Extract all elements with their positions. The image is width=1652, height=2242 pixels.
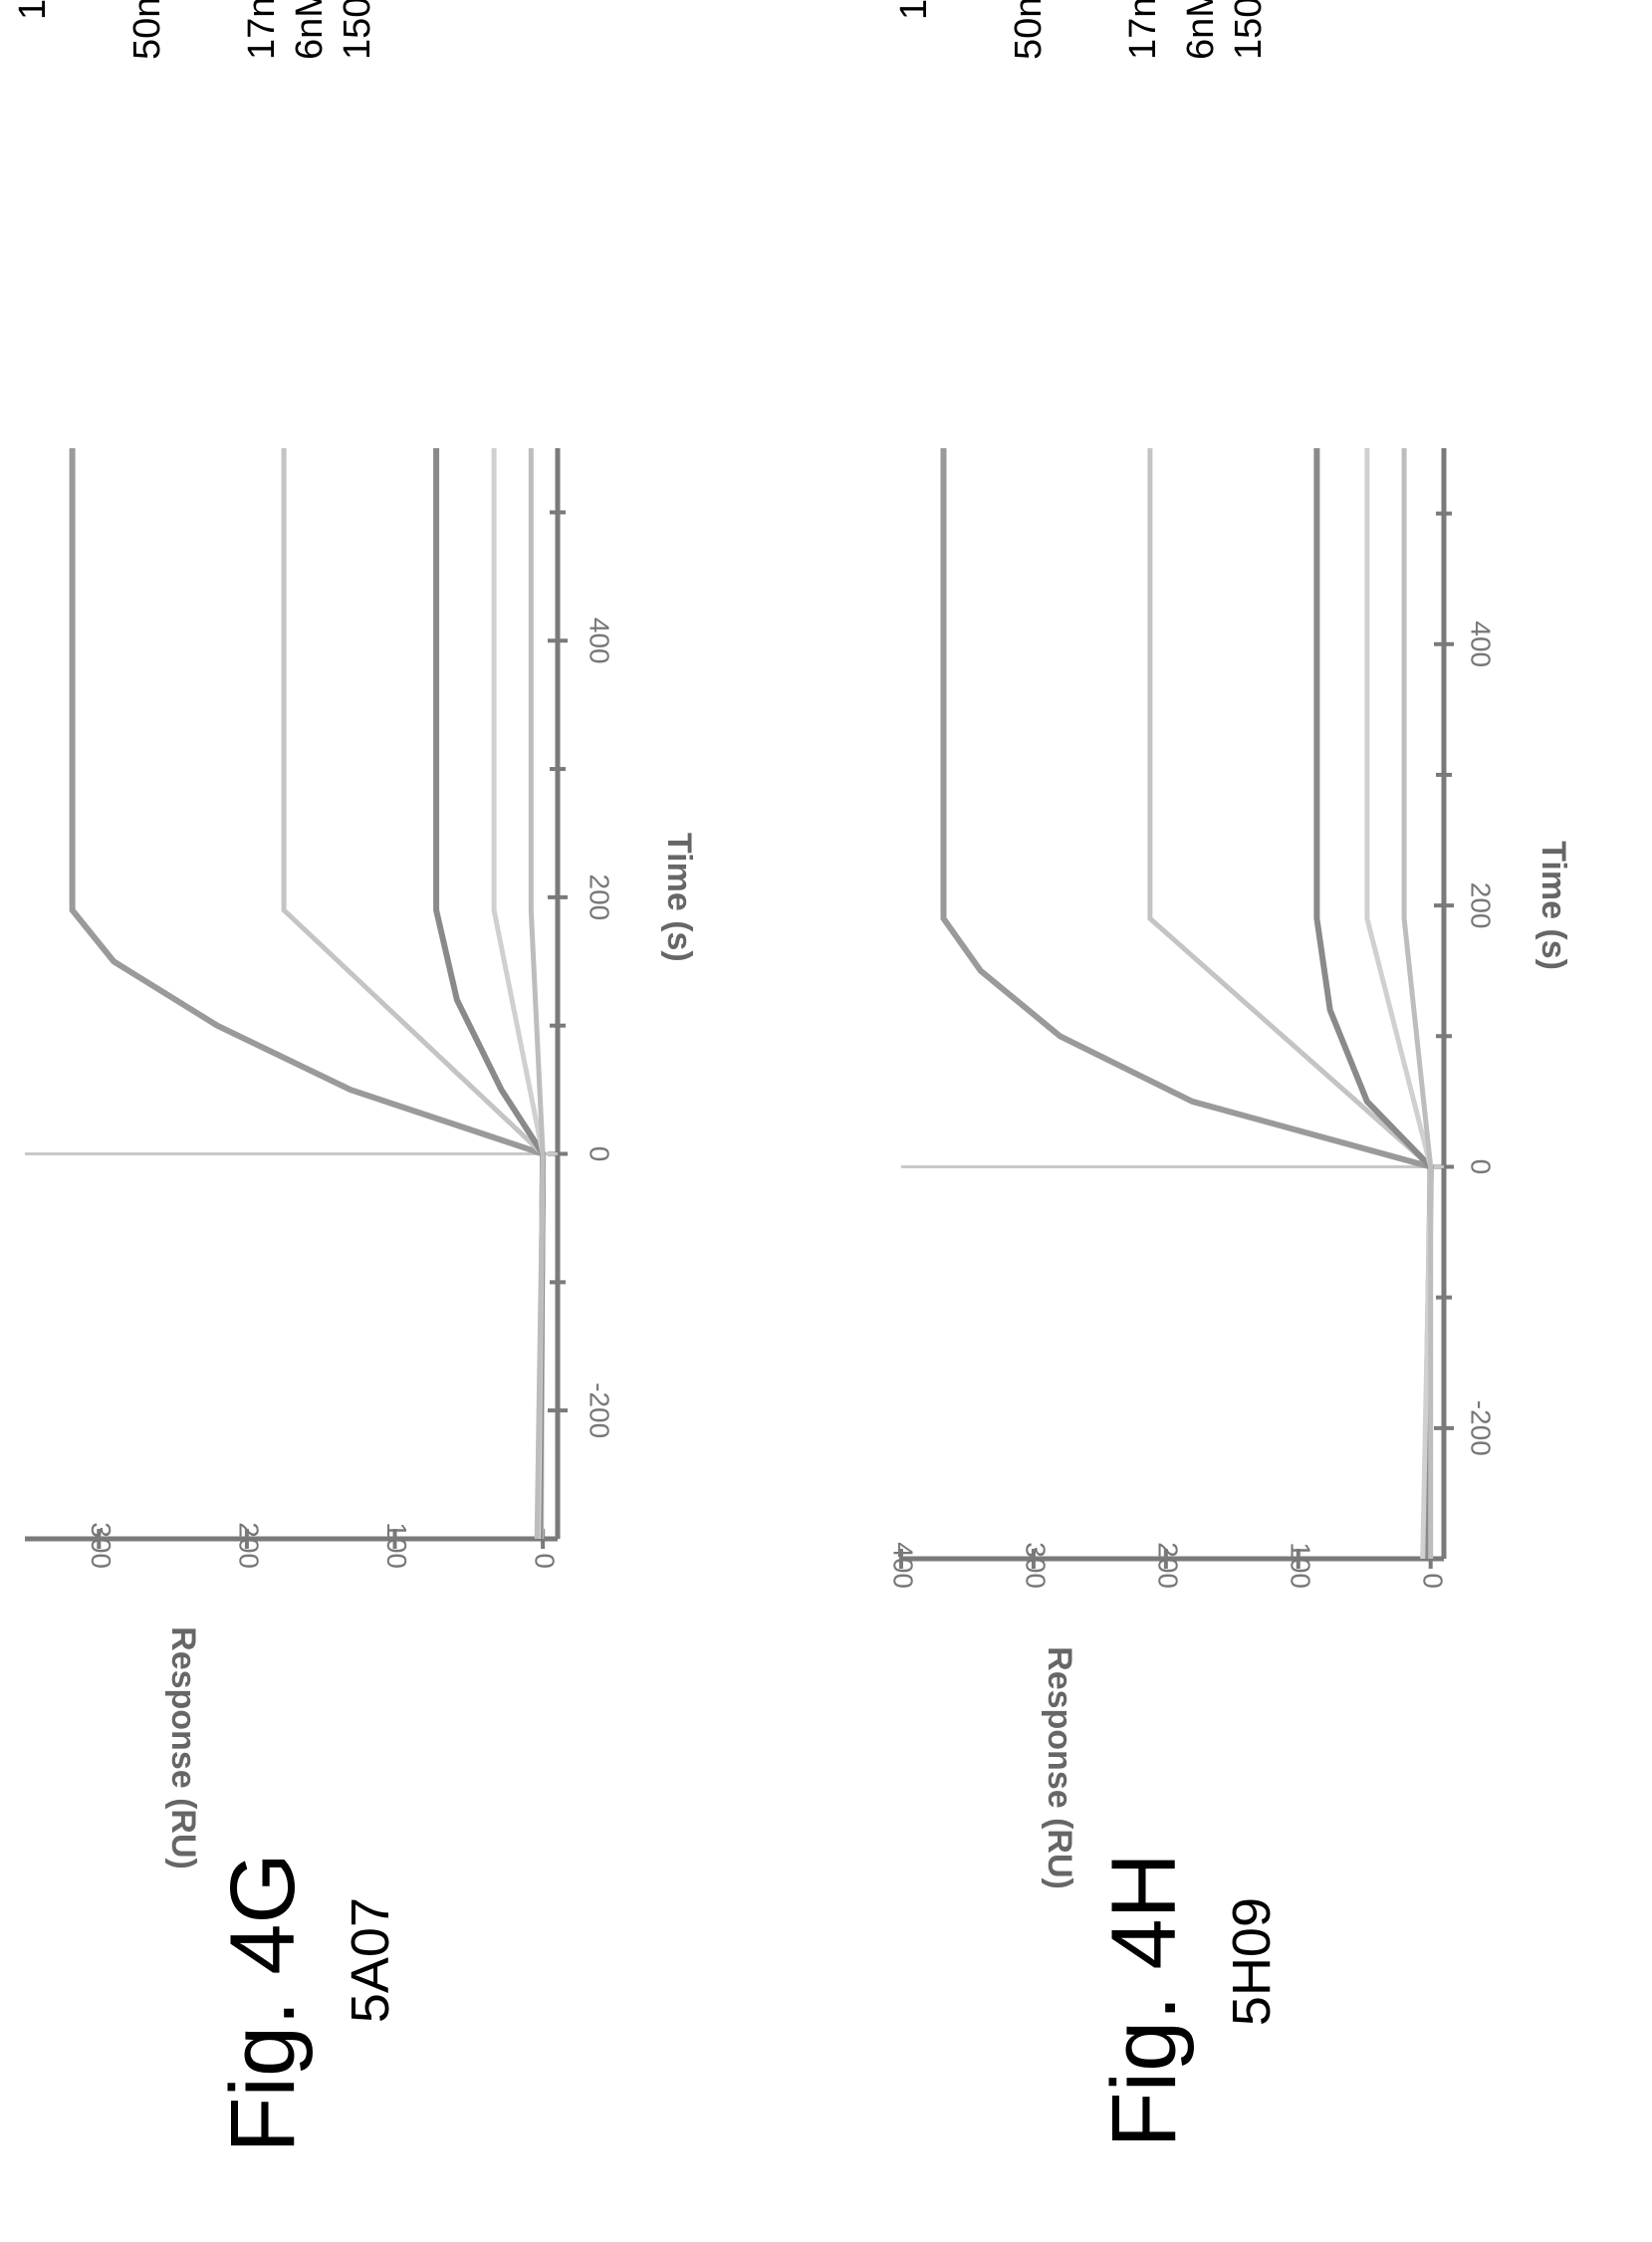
chart-5A07: 0 100 200 300 -200 0 200 400 Time (s) Response (R… — [12, 0, 698, 2153]
series-label: 150nM Fc/ PBST — [1228, 0, 1270, 60]
series-line-4 — [528, 448, 546, 1540]
x-tick-label: -200 — [1466, 1400, 1497, 1456]
y-tick-label: 100 — [1285, 1542, 1315, 1589]
figure-label: Fig. 4H — [1093, 1853, 1195, 2148]
x-tick-label: 400 — [1466, 621, 1497, 667]
y-tick-label: 100 — [381, 1522, 412, 1569]
figure-label: Fig. 4G — [212, 1853, 314, 2153]
y-tick-label: 200 — [234, 1522, 265, 1569]
x-tick-label: 0 — [585, 1146, 615, 1162]
series-label: 6nM CD19-Fc — [1180, 0, 1222, 60]
y-tick-label: 200 — [1152, 1542, 1183, 1589]
y-tick-label: 0 — [1417, 1573, 1448, 1589]
figure-subtitle: 5A07 — [341, 1897, 400, 2023]
x-tick-label: 400 — [585, 618, 615, 664]
y-tick-label: 300 — [86, 1522, 117, 1569]
series-label: 150nM CD19-Fc — [893, 0, 935, 20]
series-line-4 — [1401, 448, 1434, 1559]
series-line-3 — [1364, 448, 1434, 1560]
series-line-0 — [940, 448, 1434, 1560]
y-tick-label: 400 — [888, 1542, 919, 1589]
x-tick-label: 200 — [1466, 882, 1497, 929]
x-tick-label: 0 — [1466, 1159, 1497, 1175]
x-axis-label: Time (s) — [660, 833, 698, 962]
x-tick-label: 200 — [585, 874, 615, 921]
series-label: 50nM CD19-Fc — [126, 0, 168, 60]
y-axis-label: Response (RU) — [1041, 1646, 1078, 1889]
y-tick-label: 0 — [530, 1553, 561, 1569]
series-line-1 — [281, 448, 546, 1540]
x-axis-label: Time (s) — [1534, 841, 1572, 970]
series-label: 150nM Fc/ PBST — [337, 0, 378, 60]
series-label: 50nM CD19-Fc — [1008, 0, 1050, 60]
series-label: 6nM CD19-Fc — [289, 0, 331, 60]
x-tick-label: -200 — [585, 1382, 615, 1438]
series-label: 150nM CD19-Fc — [12, 0, 54, 20]
figure-subtitle: 5H09 — [1222, 1897, 1282, 2026]
y-axis-label: Response (RU) — [164, 1626, 202, 1869]
series-line-2 — [433, 448, 547, 1540]
series-line-0 — [69, 448, 547, 1540]
chart-5H09: 0 100 200 300 400 -200 0 200 400 Time (s) Response… — [888, 0, 1572, 2148]
series-label: 17nM CD19-Fc — [241, 0, 283, 60]
y-tick-label: 300 — [1021, 1542, 1052, 1589]
series-label: 17nM CD19-Fc — [1122, 0, 1164, 60]
